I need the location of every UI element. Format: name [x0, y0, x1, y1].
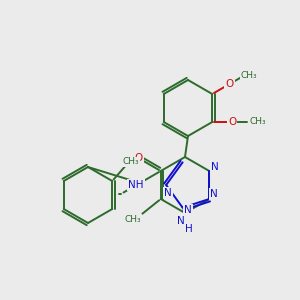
Text: H: H: [185, 224, 193, 234]
Text: N: N: [210, 189, 218, 199]
Text: N: N: [184, 205, 191, 215]
Text: CH₃: CH₃: [124, 214, 141, 224]
Text: CH₃: CH₃: [250, 118, 267, 127]
Text: O: O: [225, 79, 234, 89]
Text: CH₃: CH₃: [123, 158, 140, 166]
Text: N: N: [164, 188, 172, 198]
Text: O: O: [135, 153, 143, 163]
Text: O: O: [228, 117, 236, 127]
Text: N: N: [212, 162, 219, 172]
Text: NH: NH: [128, 180, 144, 190]
Text: CH₃: CH₃: [241, 70, 257, 80]
Text: N: N: [177, 216, 185, 226]
